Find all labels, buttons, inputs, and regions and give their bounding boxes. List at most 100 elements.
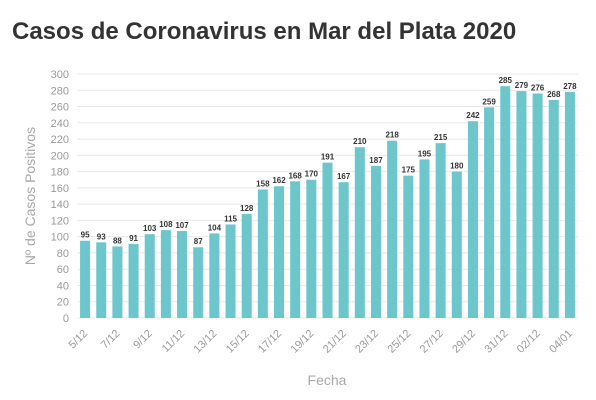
x-axis-title: Fecha (308, 372, 347, 388)
x-tick-label: 04/01 (547, 328, 575, 356)
bar (500, 86, 511, 318)
bar (564, 91, 575, 318)
bar (160, 230, 171, 318)
bar (419, 159, 430, 318)
y-tick-label: 100 (51, 232, 69, 244)
data-label: 180 (450, 162, 464, 171)
y-tick-label: 80 (57, 248, 69, 260)
data-label: 162 (272, 176, 286, 185)
y-tick-label: 60 (57, 264, 69, 276)
data-label: 187 (369, 156, 383, 165)
chart-title: Casos de Coronavirus en Mar del Plata 20… (12, 18, 517, 45)
bar (387, 140, 398, 318)
y-tick-labels: 0 20 40 60 80 100 120 140 160 180 200 220 240 260 280 3… (51, 69, 69, 325)
x-tick-label: 27/12 (418, 328, 446, 356)
y-tick-label: 180 (51, 167, 69, 179)
x-tick-label: 9/12 (131, 328, 155, 352)
x-tick-label: 29/12 (450, 328, 478, 356)
bar (548, 100, 559, 318)
x-tick-label: 13/12 (192, 328, 220, 356)
bar (467, 121, 478, 318)
x-tick-label: 25/12 (385, 328, 413, 356)
y-tick-label: 160 (51, 183, 69, 195)
x-tick-label: 23/12 (353, 328, 381, 356)
data-label: 95 (81, 231, 90, 240)
bar (257, 189, 268, 318)
data-label: 104 (208, 223, 222, 232)
y-tick-label: 0 (63, 313, 69, 325)
data-label: 215 (434, 133, 448, 142)
x-tick-label: 02/12 (515, 328, 543, 356)
bar (241, 213, 252, 318)
data-label: 268 (547, 90, 561, 99)
y-axis-title: Nº de Casos Positivos (22, 127, 38, 265)
bar (484, 107, 495, 318)
y-tick-label: 300 (51, 69, 69, 81)
bar (209, 233, 220, 318)
data-label: 88 (113, 236, 122, 245)
y-tick-label: 260 (51, 102, 69, 114)
y-tick-label: 280 (51, 85, 69, 97)
y-tick-label: 240 (51, 118, 69, 130)
bar (354, 147, 365, 318)
data-label: 108 (159, 220, 173, 229)
bar (274, 186, 285, 318)
data-label: 115 (224, 214, 237, 223)
y-tick-label: 20 (57, 297, 69, 309)
bar (403, 175, 414, 318)
bar (435, 143, 446, 318)
bar (532, 93, 543, 319)
bar (96, 242, 107, 318)
y-tick-label: 120 (51, 215, 69, 227)
data-label: 210 (353, 137, 367, 146)
y-tick-label: 40 (57, 280, 69, 292)
bar (225, 224, 236, 318)
data-label: 107 (175, 221, 189, 230)
data-label: 195 (418, 149, 432, 158)
y-tick-label: 140 (51, 199, 69, 211)
bar (516, 91, 527, 318)
x-tick-label: 5/12 (67, 328, 91, 352)
bars (80, 86, 575, 319)
data-label: 279 (515, 81, 529, 90)
bar (112, 246, 123, 318)
data-label: 218 (385, 131, 399, 140)
x-tick-label: 11/12 (160, 328, 187, 355)
bar (193, 247, 204, 318)
data-label: 191 (321, 153, 335, 162)
bar (370, 165, 381, 318)
y-tick-label: 220 (51, 134, 69, 146)
x-tick-labels: 5/12 7/12 9/12 11/12 13/12 15/12 17/12 19/12 21/… (67, 328, 575, 356)
data-label: 170 (305, 170, 319, 179)
data-label: 93 (97, 232, 106, 241)
data-label: 278 (563, 82, 577, 91)
data-label: 158 (256, 179, 270, 188)
bar (451, 171, 462, 318)
data-label: 167 (337, 172, 351, 181)
bar (322, 162, 333, 318)
data-label: 242 (466, 111, 480, 120)
data-label: 259 (482, 97, 496, 106)
x-tick-label: 15/12 (224, 328, 252, 356)
bar (306, 179, 317, 318)
data-label: 103 (143, 224, 157, 233)
x-tick-label: 21/12 (321, 328, 349, 356)
bar (128, 243, 139, 318)
x-tick-label: 17/12 (256, 328, 284, 356)
y-tick-label: 200 (51, 150, 69, 162)
bar (144, 234, 155, 318)
bar (80, 240, 91, 318)
data-label: 87 (194, 237, 203, 246)
x-tick-label: 19/12 (289, 328, 317, 356)
data-label: 91 (129, 234, 138, 243)
data-label: 276 (531, 84, 545, 93)
data-label: 285 (499, 76, 513, 85)
data-label: 175 (402, 166, 416, 175)
data-label: 168 (288, 171, 302, 180)
bar (290, 181, 301, 318)
bar (338, 182, 349, 318)
x-tick-label: 7/12 (99, 328, 123, 352)
data-label: 128 (240, 204, 254, 213)
